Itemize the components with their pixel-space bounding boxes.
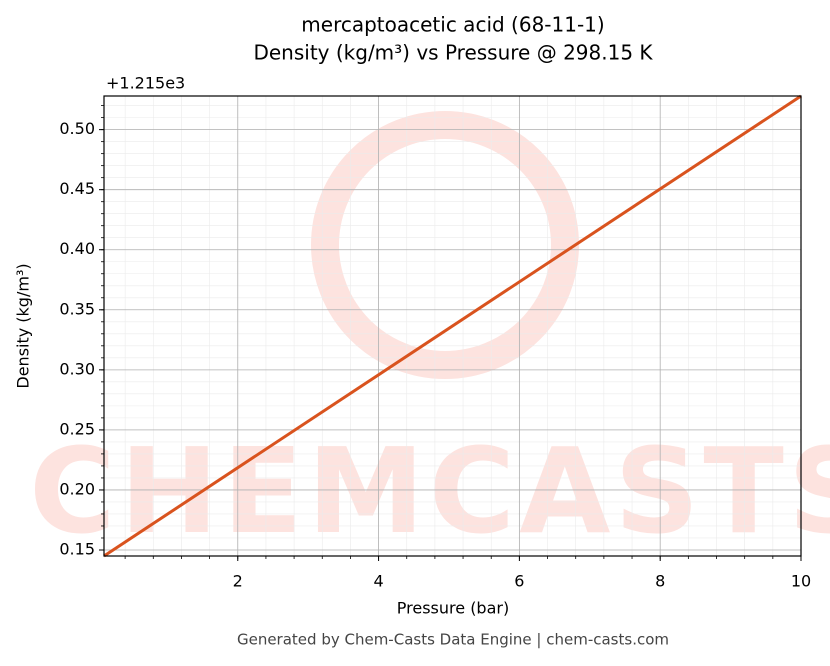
y-tick-label: 0.25 [59,419,95,438]
y-tick-label: 0.40 [59,239,95,258]
data-line [103,94,802,558]
x-axis-label: Pressure (bar) [397,599,509,618]
watermark-logo [311,111,579,379]
x-tick-label: 10 [791,572,811,591]
x-tick-label: 6 [514,572,524,591]
chart-title: mercaptoacetic acid (68-11-1) [301,13,604,37]
footer: Generated by Chem-Casts Data Engine | ch… [237,631,669,649]
y-tick-label: 0.30 [59,359,95,378]
y-tick-label: 0.45 [59,179,95,198]
y-tick-label: 0.35 [59,299,95,318]
y-axis-label: Density (kg/m³) [14,263,33,388]
x-tick-label: 8 [655,572,665,591]
x-tick-label: 2 [233,572,243,591]
watermark-text: CHEMCASTS [29,422,830,560]
y-tick-label: 0.15 [59,539,95,558]
y-tick-label: 0.50 [59,119,95,138]
x-tick-label: 4 [373,572,383,591]
y-offset-label: +1.215e3 [106,74,185,93]
y-tick-label: 0.20 [59,479,95,498]
chart-subtitle: Density (kg/m³) vs Pressure @ 298.15 K [253,41,653,65]
plot-frame [103,95,802,557]
watermark: CHEMCASTS [29,111,830,560]
